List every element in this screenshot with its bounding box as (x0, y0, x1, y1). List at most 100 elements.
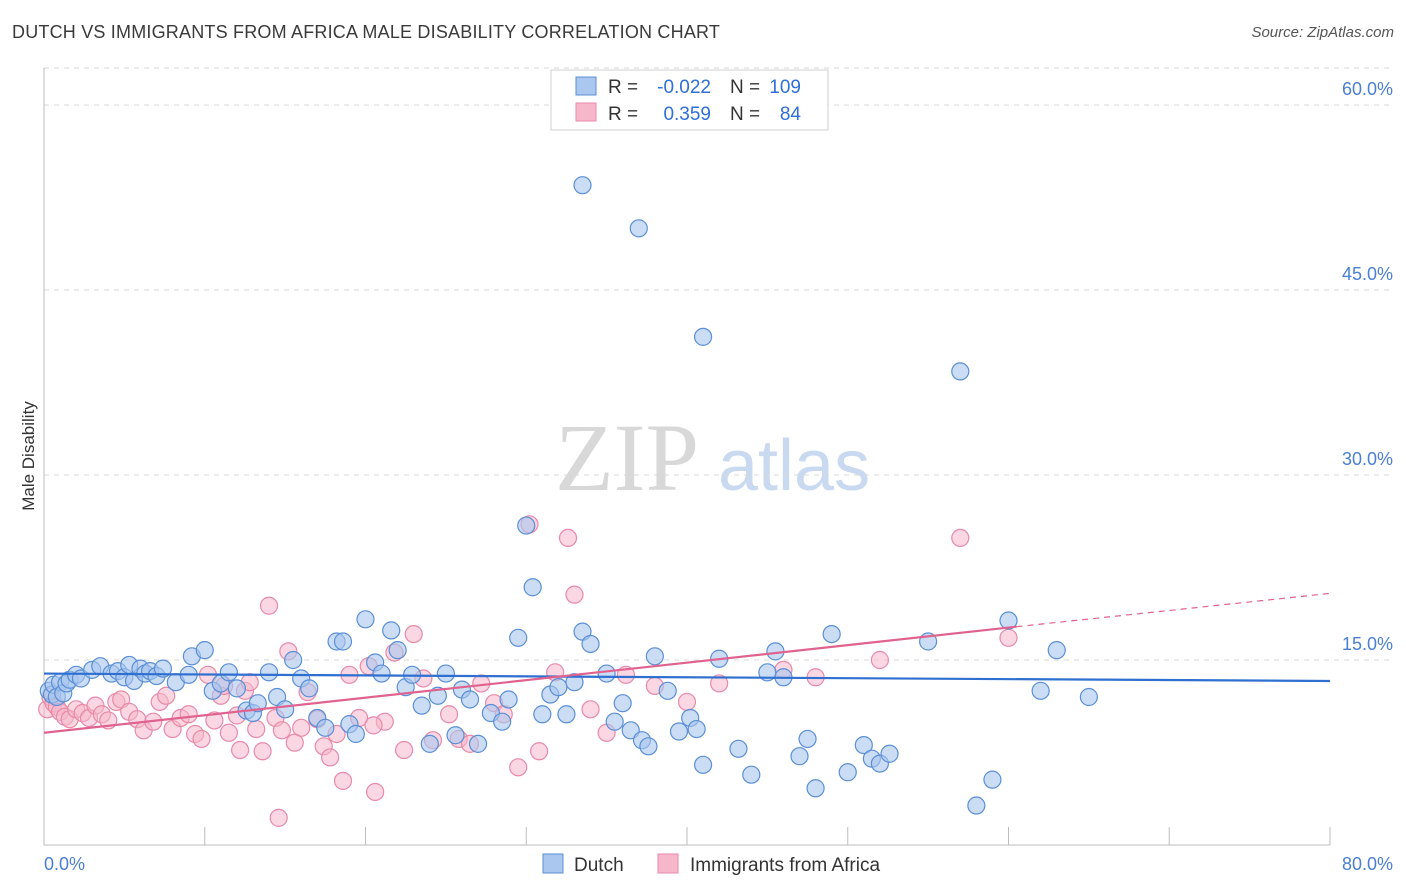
dutch-point (420, 734, 439, 753)
africa-point (870, 650, 890, 670)
watermark-atlas: atlas (718, 426, 870, 506)
dutch-point (446, 726, 465, 745)
dutch-point (729, 739, 748, 758)
dutch-trend-line (43, 672, 1331, 683)
dutch-point (822, 624, 841, 644)
watermark-zip: ZIP (555, 404, 699, 511)
dutch-point (316, 718, 335, 737)
dutch-point (284, 650, 303, 670)
dutch-point (499, 690, 518, 709)
africa-point (292, 718, 311, 737)
africa-point (259, 596, 279, 615)
legend-n-value-dutch: 109 (769, 77, 801, 98)
y-tick-label: 45.0% (1342, 264, 1393, 284)
dutch-point (333, 632, 353, 651)
stats-legend: R = -0.022 N = 109 R = 0.359 N = 84 (550, 69, 829, 131)
africa-point (677, 692, 697, 712)
dutch-point (999, 611, 1018, 630)
legend-n-label-dutch: N = (730, 77, 760, 98)
africa-point (219, 723, 238, 742)
dutch-point (372, 664, 391, 683)
dutch-point (549, 678, 568, 697)
legend-swatch-dutch (575, 76, 597, 96)
dutch-point (967, 796, 986, 815)
dutch-point (460, 690, 480, 709)
series-legend-swatch-africa (657, 853, 679, 874)
dutch-point (428, 686, 447, 705)
dutch-point (605, 712, 624, 731)
dutch-point (356, 610, 375, 629)
x-tick-label: 80.0% (1342, 854, 1393, 874)
y-axis-label: Male Disability (19, 401, 38, 511)
africa-point (404, 624, 423, 644)
dutch-point (219, 663, 238, 682)
dutch-point (248, 694, 267, 713)
africa-point (710, 674, 729, 693)
legend-n-label-africa: N = (730, 104, 760, 125)
africa-point (530, 742, 549, 761)
dutch-point (153, 659, 173, 678)
x-tick-label: 0.0% (44, 854, 85, 874)
dutch-point (790, 747, 809, 766)
dutch-point (806, 779, 825, 798)
africa-trend-extension (1016, 592, 1331, 628)
y-tick-label: 60.0% (1342, 79, 1393, 99)
legend-r-label-africa: R = (608, 104, 638, 125)
africa-point (247, 719, 266, 739)
africa-point (269, 808, 288, 827)
series-legend-swatch-dutch (542, 853, 564, 874)
africa-point (366, 782, 385, 802)
trend-layer (43, 592, 1331, 734)
dutch-point (523, 578, 542, 597)
chart-title: DUTCH VS IMMIGRANTS FROM AFRICA MALE DIS… (12, 22, 721, 42)
dutch-point (565, 673, 584, 692)
dutch-point (557, 705, 576, 724)
dutch-point (468, 734, 488, 753)
legend-r-value-dutch: -0.022 (657, 77, 711, 98)
africa-point (439, 705, 459, 724)
dutch-point (669, 722, 689, 741)
legend-swatch-africa (575, 102, 597, 122)
africa-point (272, 721, 292, 740)
dutch-point (436, 664, 455, 683)
dutch-point (798, 729, 817, 749)
dutch-point (597, 664, 616, 683)
africa-point (394, 740, 414, 760)
dutch-point (838, 763, 857, 782)
africa-point (999, 628, 1018, 647)
africa-point (558, 528, 578, 548)
africa-point (509, 758, 528, 777)
y-tick-label: 15.0% (1342, 634, 1393, 654)
dutch-point (613, 694, 632, 713)
dutch-point (983, 770, 1002, 789)
dutch-point (300, 679, 319, 698)
africa-point (157, 686, 176, 705)
africa-trend-line (43, 625, 1017, 734)
dutch-point (951, 362, 970, 381)
series-legend: Dutch Immigrants from Africa (542, 853, 880, 876)
africa-point (231, 740, 250, 760)
dutch-point (573, 176, 592, 195)
africa-point (333, 771, 353, 790)
africa-point (321, 748, 340, 767)
series-legend-label-dutch: Dutch (574, 855, 624, 876)
dutch-point (629, 219, 648, 238)
dutch-point (227, 679, 246, 698)
dutch-point (854, 735, 873, 755)
africa-point (253, 742, 272, 761)
dutch-point (639, 737, 658, 756)
dutch-point (509, 628, 528, 647)
africa-point (205, 711, 224, 730)
grid-layer (44, 67, 1392, 661)
dutch-point (517, 516, 536, 535)
dutch-point (388, 641, 407, 660)
africa-point (179, 705, 198, 724)
dutch-point (382, 621, 401, 640)
dutch-point (645, 647, 664, 666)
dutch-point (276, 700, 295, 719)
africa-point (951, 528, 970, 548)
dutch-point (346, 724, 365, 744)
dutch-point (195, 641, 214, 660)
dutch-point (687, 719, 706, 739)
